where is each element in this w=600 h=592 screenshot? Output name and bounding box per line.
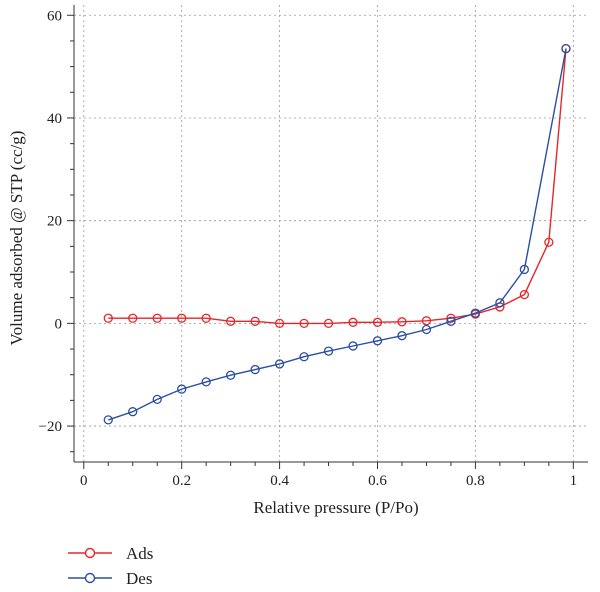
y-tick-label: 0 bbox=[55, 316, 63, 332]
data-point-des bbox=[323, 346, 334, 356]
data-point-ads bbox=[274, 318, 285, 329]
ticks: 0 0.2 0.4 0.6 0.8 1 −20 0 20 40 60 bbox=[39, 8, 578, 489]
data-point-ads bbox=[152, 313, 162, 323]
data-point-des bbox=[495, 298, 505, 308]
legend-marker-des bbox=[84, 572, 96, 584]
x-tick-label: 1 bbox=[570, 473, 578, 489]
y-tick-label: 40 bbox=[47, 111, 62, 127]
legend-marker-ads bbox=[84, 547, 96, 559]
y-axis-title: Volume adsorbed @ STP (cc/g) bbox=[7, 131, 26, 346]
y-tick-label: 60 bbox=[47, 8, 62, 24]
data-point-des bbox=[421, 324, 432, 335]
x-tick-label: 0.8 bbox=[466, 473, 485, 489]
axes bbox=[73, 5, 588, 463]
x-tick-label: 0.6 bbox=[368, 473, 387, 489]
data-point-ads bbox=[421, 316, 432, 326]
data-point-des bbox=[470, 308, 481, 318]
data-point-ads bbox=[372, 317, 383, 327]
data-point-ads bbox=[519, 289, 530, 300]
legend-label-des: Des bbox=[126, 569, 152, 588]
data-point-ads bbox=[323, 318, 334, 329]
data-point-ads bbox=[103, 313, 113, 323]
data-point-ads bbox=[544, 237, 554, 247]
data-point-des bbox=[561, 43, 571, 54]
legend-item-ads: Ads bbox=[68, 544, 153, 563]
data-point-ads bbox=[177, 313, 187, 323]
data-point-des bbox=[519, 264, 530, 275]
data-point-ads bbox=[348, 317, 358, 327]
legend: Ads Des bbox=[68, 544, 153, 588]
data-point-ads bbox=[299, 318, 309, 329]
x-tick-label: 0 bbox=[80, 473, 88, 489]
legend-item-des: Des bbox=[68, 569, 152, 588]
data-point-des bbox=[446, 316, 456, 326]
data-point-des bbox=[225, 370, 236, 380]
data-point-des bbox=[372, 336, 383, 346]
data-point-des bbox=[201, 377, 211, 387]
series-line-ads bbox=[108, 48, 567, 325]
y-tick-label: 20 bbox=[47, 214, 62, 230]
data-point-des bbox=[348, 341, 358, 351]
data-point-ads bbox=[201, 313, 211, 323]
legend-label-ads: Ads bbox=[126, 544, 153, 563]
y-tick-label: −20 bbox=[39, 419, 62, 435]
data-point-des bbox=[274, 359, 285, 369]
x-axis-title: Relative pressure (P/Po) bbox=[253, 498, 418, 517]
data-point-ads bbox=[225, 316, 236, 326]
data-point-des bbox=[397, 331, 407, 341]
x-tick-label: 0.2 bbox=[172, 473, 191, 489]
data-point-ads bbox=[128, 313, 138, 323]
data-point-des bbox=[299, 352, 309, 362]
data-point-ads bbox=[446, 313, 456, 323]
series-line-des bbox=[108, 48, 567, 421]
data-point-des bbox=[177, 384, 187, 394]
data-point-des bbox=[250, 364, 260, 375]
x-tick-label: 0.4 bbox=[270, 473, 289, 489]
data-point-des bbox=[128, 407, 138, 417]
grid-lines bbox=[74, 5, 588, 462]
data-point-ads bbox=[250, 316, 260, 326]
data-point-ads bbox=[397, 317, 407, 327]
data-point-des bbox=[152, 394, 162, 405]
data-point-des bbox=[103, 415, 113, 425]
data-series bbox=[103, 43, 571, 425]
